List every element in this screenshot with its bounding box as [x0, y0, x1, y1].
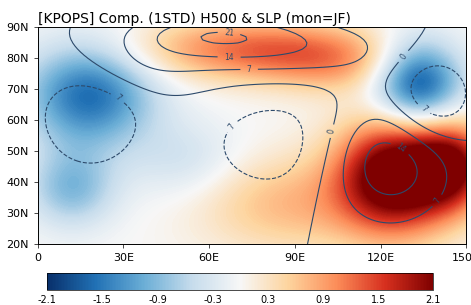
Text: 21: 21: [224, 28, 234, 38]
Text: 7: 7: [419, 104, 428, 114]
Text: 7: 7: [247, 65, 252, 74]
Text: 0: 0: [398, 52, 408, 61]
Text: [KPOPS] Comp. (1STD) H500 & SLP (mon=JF): [KPOPS] Comp. (1STD) H500 & SLP (mon=JF): [38, 12, 350, 26]
Text: 7: 7: [113, 93, 122, 103]
Text: 0: 0: [327, 128, 337, 135]
Text: 14: 14: [394, 142, 407, 155]
Text: 7: 7: [227, 122, 237, 131]
Text: 14: 14: [224, 52, 234, 62]
Text: 7: 7: [432, 196, 443, 205]
